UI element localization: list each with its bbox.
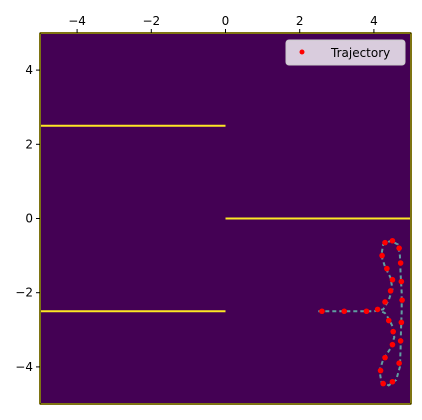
- trajectory-point: [390, 342, 396, 348]
- trajectory-point: [399, 279, 405, 285]
- legend-marker-trajectory: [300, 50, 305, 55]
- x-tick-label: 2: [296, 14, 304, 28]
- y-tick-label: 2: [25, 137, 33, 151]
- trajectory-point: [341, 308, 347, 314]
- trajectory-point: [390, 277, 396, 283]
- trajectory-point: [399, 297, 405, 303]
- trajectory-point: [380, 381, 386, 387]
- trajectory-point: [382, 299, 388, 305]
- trajectory-point: [386, 318, 392, 324]
- trajectory-point: [390, 329, 396, 335]
- legend: Trajectory: [286, 40, 405, 65]
- trajectory-point: [382, 355, 388, 361]
- trajectory-point: [382, 240, 388, 246]
- trajectory-point: [390, 379, 396, 385]
- trajectory-point: [398, 260, 404, 266]
- trajectory-point: [396, 245, 402, 251]
- trajectory-point: [375, 307, 381, 313]
- trajectory-point: [388, 288, 394, 294]
- trajectory-point: [364, 308, 370, 314]
- trajectory-point: [390, 238, 396, 244]
- x-tick-label: 4: [370, 14, 378, 28]
- x-tick-label: −2: [142, 14, 160, 28]
- y-tick-label: −4: [15, 360, 33, 374]
- legend-label-trajectory: Trajectory: [330, 46, 390, 60]
- y-tick-label: −2: [15, 286, 33, 300]
- y-tick-label: 0: [25, 212, 33, 226]
- trajectory-point: [384, 266, 390, 272]
- y-tick-label: 4: [25, 63, 33, 77]
- trajectory-point: [378, 368, 384, 374]
- trajectory-point: [379, 253, 385, 259]
- trajectory-point: [399, 320, 405, 326]
- trajectory-point: [398, 338, 404, 344]
- trajectory-point: [319, 308, 325, 314]
- trajectory-point: [396, 360, 402, 366]
- x-tick-label: −4: [68, 14, 86, 28]
- x-tick-label: 0: [222, 14, 230, 28]
